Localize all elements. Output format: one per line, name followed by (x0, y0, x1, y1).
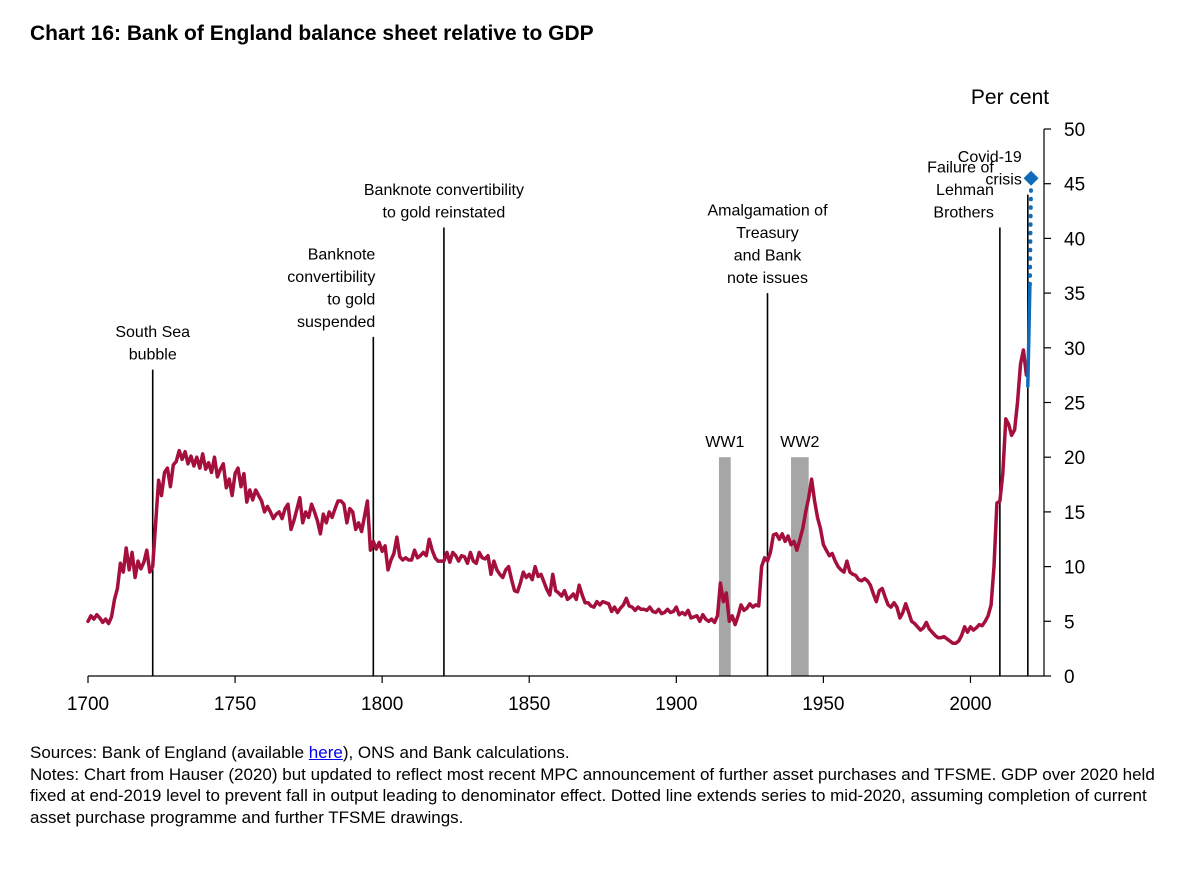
sources-suffix: ), ONS and Bank calculations. (342, 743, 570, 762)
y-tick-label: 25 (1064, 394, 1085, 415)
chart-svg: WW1 WW2 South Sea bubble Banknote convertibi… (67, 86, 1085, 715)
x-tick-label: 1850 (508, 694, 550, 715)
x-tick-label: 2000 (949, 694, 991, 715)
event-label-line: South Sea (115, 324, 190, 341)
series-lines (86, 170, 1039, 645)
event-label-line: Covid-19 (958, 149, 1022, 166)
event-label: Amalgamation of Treasury and Bank note issu… (707, 203, 828, 288)
event-label: South Sea bubble (115, 324, 190, 364)
event-label-line: Banknote (308, 246, 376, 263)
y-tick-label: 45 (1064, 175, 1085, 196)
series-end-diamond (1023, 170, 1039, 186)
shaded-period-label: WW1 (705, 434, 744, 451)
y-tick-label: 35 (1064, 284, 1085, 305)
event-label-line: Treasury (736, 225, 799, 242)
event-label-line: Failure of (927, 159, 994, 176)
event-label-line: Banknote convertibility (364, 182, 524, 199)
sources-line: Sources: Bank of England (available here… (30, 742, 1190, 764)
y-tick-label: 50 (1064, 120, 1085, 141)
y-tick-label: 30 (1064, 339, 1085, 360)
series-line-1 (86, 348, 1029, 645)
y-tick-label: 15 (1064, 503, 1085, 524)
chart-footer: Sources: Bank of England (available here… (30, 742, 1190, 828)
shaded-period-label: WW2 (780, 434, 819, 451)
axes: 1700 1750 1800 1850 1900 1950 2000 0 5 10 15 20 25 30… (67, 120, 1085, 715)
event-label-line: to gold reinstated (383, 204, 506, 221)
x-tick-label: 1700 (67, 694, 109, 715)
series-line-2 (1026, 282, 1032, 388)
event-label-line: note issues (727, 270, 808, 287)
event-label-line: suspended (297, 314, 375, 331)
shaded-period-ww1 (718, 457, 731, 676)
y-tick-label: 5 (1064, 612, 1075, 633)
event-label-line: Amalgamation of (707, 203, 828, 220)
sources-link[interactable]: here (308, 743, 343, 762)
chart-title: Chart 16: Bank of England balance sheet … (30, 22, 594, 45)
y-tick-label: 0 (1064, 667, 1075, 688)
x-tick-label: 1900 (655, 694, 697, 715)
notes-text: Notes: Chart from Hauser (2020) but upda… (30, 764, 1155, 827)
shaded-period-ww2 (791, 457, 809, 676)
event-label-line: crisis (985, 172, 1021, 189)
sources-prefix: Sources: Bank of England (available (30, 743, 309, 762)
series-line-3 (1027, 176, 1034, 287)
event-label: Banknote convertibility to gold reinstate… (364, 182, 524, 222)
shaded-periods: WW1 WW2 (705, 434, 820, 676)
x-tick-label: 1950 (802, 694, 844, 715)
event-label: Covid-19 crisis (958, 149, 1022, 189)
y-tick-label: 40 (1064, 229, 1085, 250)
x-tick-label: 1800 (361, 694, 403, 715)
y-unit-label: Per cent (971, 86, 1049, 109)
event-label-line: Lehman (936, 182, 994, 199)
event-label: Failure of Lehman Brothers (927, 159, 994, 221)
y-tick-label: 20 (1064, 448, 1085, 469)
y-tick-label: 10 (1064, 558, 1085, 579)
x-tick-label: 1750 (214, 694, 256, 715)
event-label: Banknote convertibility to gold suspended (287, 246, 375, 331)
event-label-line: bubble (129, 347, 177, 364)
event-label-line: Brothers (933, 204, 993, 221)
event-label-line: to gold (327, 291, 375, 308)
event-lines: South Sea bubble Banknote convertibility to … (115, 149, 1029, 676)
event-label-line: convertibility (287, 269, 375, 286)
event-label-line: and Bank (734, 248, 803, 265)
